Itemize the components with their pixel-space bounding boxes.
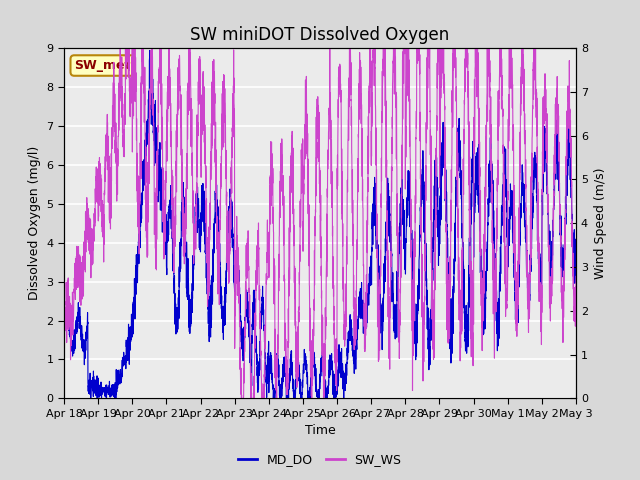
SW_WS <box>369 14 377 20</box>
MD_DO <box>87 396 95 401</box>
SW_WS <box>275 234 283 240</box>
Text: SW_met: SW_met <box>74 59 131 72</box>
MD_DO <box>572 252 580 257</box>
MD_DO <box>433 156 440 161</box>
MD_DO <box>60 322 68 327</box>
Line: MD_DO: MD_DO <box>64 50 576 398</box>
MD_DO <box>557 218 564 224</box>
MD_DO <box>531 153 539 159</box>
MD_DO <box>303 373 311 379</box>
SW_WS <box>433 148 440 154</box>
Line: SW_WS: SW_WS <box>64 17 576 398</box>
Y-axis label: Dissolved Oxygen (mg/l): Dissolved Oxygen (mg/l) <box>28 146 41 300</box>
X-axis label: Time: Time <box>305 424 335 437</box>
SW_WS <box>557 243 564 249</box>
Title: SW miniDOT Dissolved Oxygen: SW miniDOT Dissolved Oxygen <box>190 25 450 44</box>
MD_DO <box>146 48 154 53</box>
MD_DO <box>275 383 283 388</box>
SW_WS <box>572 274 580 279</box>
MD_DO <box>280 358 287 363</box>
SW_WS <box>237 396 245 401</box>
SW_WS <box>531 31 539 36</box>
SW_WS <box>280 193 287 199</box>
Y-axis label: Wind Speed (m/s): Wind Speed (m/s) <box>593 168 607 279</box>
SW_WS <box>303 153 311 159</box>
Legend: MD_DO, SW_WS: MD_DO, SW_WS <box>234 448 406 471</box>
SW_WS <box>60 318 68 324</box>
